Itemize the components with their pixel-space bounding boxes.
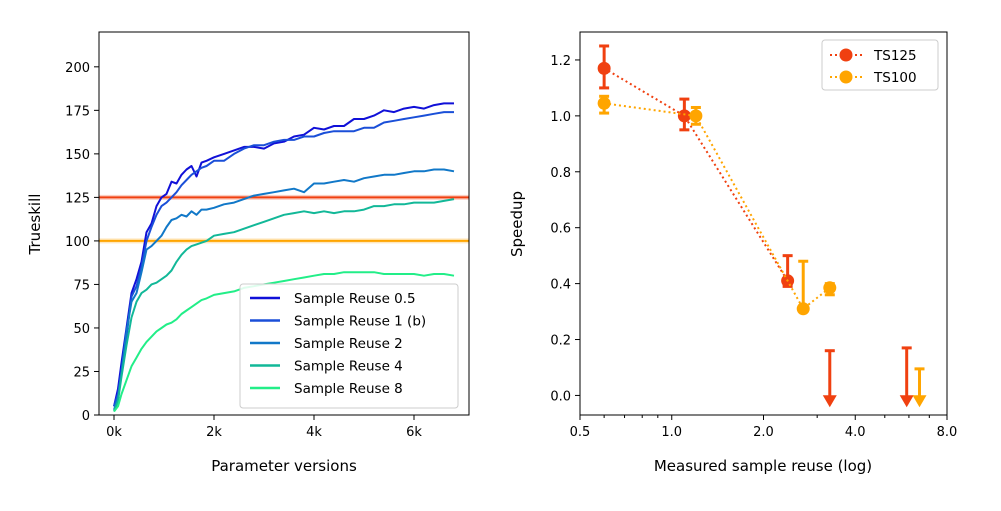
y-tick-label: 1.0 bbox=[550, 110, 571, 125]
legend-label: Sample Reuse 4 bbox=[294, 359, 403, 375]
speedup-series bbox=[597, 44, 927, 408]
trueskill-plot-frame bbox=[98, 31, 470, 416]
x-tick-label: 8.0 bbox=[937, 425, 958, 440]
y-tick-label: 0.4 bbox=[550, 278, 571, 293]
legend-swatch-marker bbox=[839, 70, 853, 84]
legend-label: TS125 bbox=[873, 48, 917, 64]
trueskill-legend: Sample Reuse 0.5 Sample Reuse 1 (b) Sample… bbox=[239, 283, 459, 409]
y-tick-label: 175 bbox=[65, 104, 90, 119]
trueskill-series bbox=[113, 102, 455, 413]
data-point-ts125 bbox=[597, 61, 611, 75]
y-tick-label: 1.2 bbox=[550, 54, 571, 69]
legend-label: Sample Reuse 2 bbox=[294, 336, 403, 352]
trueskill-chart: 0k 2k 4k 6k 0 25 50 75 100 125 150 175 200 Parameter… bbox=[26, 31, 470, 475]
legend-label: TS100 bbox=[873, 70, 917, 86]
data-point-ts100 bbox=[796, 302, 810, 316]
y-tick-label: 150 bbox=[65, 148, 90, 163]
series-line-3 bbox=[113, 168, 455, 411]
y-tick-label: 0 bbox=[82, 409, 90, 424]
speedup-ylabel: Speedup bbox=[508, 191, 526, 257]
speedup-legend: TS125 TS100 bbox=[821, 39, 939, 91]
series-line-2 bbox=[113, 111, 454, 407]
data-point-ts125 bbox=[677, 109, 691, 123]
x-tick-label: 0.5 bbox=[570, 425, 591, 440]
trueskill-legend-box bbox=[239, 283, 459, 409]
trueskill-ticks: 0k 2k 4k 6k 0 25 50 75 100 125 150 175 200 bbox=[65, 61, 422, 440]
speedup-xlabel: Measured sample reuse (log) bbox=[654, 457, 872, 475]
legend-swatch-marker bbox=[839, 48, 853, 62]
x-tick-label: 2.0 bbox=[753, 425, 774, 440]
speedup-ticks: 0.5 1.0 2.0 4.0 8.0 0.0 0.2 0.4 0.6 0.8 1.0 1.2 bbox=[550, 54, 957, 440]
series-line-ts100 bbox=[603, 102, 831, 311]
upper-limit-arrow-ts100 bbox=[912, 395, 927, 408]
x-tick-label: 1.0 bbox=[661, 425, 682, 440]
legend-label: Sample Reuse 0.5 bbox=[294, 291, 416, 307]
y-tick-label: 0.8 bbox=[550, 166, 571, 181]
speedup-plot-frame bbox=[579, 31, 948, 416]
series-line-5 bbox=[113, 271, 455, 413]
data-point-ts100 bbox=[823, 281, 837, 295]
series-line-1 bbox=[113, 102, 454, 407]
x-tick-label: 4.0 bbox=[845, 425, 866, 440]
x-tick-label: 6k bbox=[406, 425, 422, 440]
upper-limit-arrow-ts125 bbox=[822, 395, 837, 408]
y-tick-label: 200 bbox=[65, 61, 90, 76]
y-tick-label: 25 bbox=[73, 365, 90, 380]
x-tick-label: 2k bbox=[206, 425, 222, 440]
data-point-ts100 bbox=[689, 109, 703, 123]
legend-label: Sample Reuse 1 (b) bbox=[294, 314, 426, 330]
legend-label: Sample Reuse 8 bbox=[294, 381, 403, 397]
series-line-ts125 bbox=[603, 67, 789, 282]
series-line-4 bbox=[113, 198, 455, 412]
y-tick-label: 75 bbox=[73, 278, 90, 293]
y-tick-label: 125 bbox=[65, 191, 90, 206]
y-tick-label: 0.0 bbox=[550, 389, 571, 404]
upper-limit-arrow-ts125 bbox=[899, 395, 914, 408]
data-point-ts100 bbox=[597, 96, 611, 110]
trueskill-xlabel: Parameter versions bbox=[211, 457, 357, 475]
x-tick-label: 4k bbox=[306, 425, 322, 440]
y-tick-label: 0.2 bbox=[550, 334, 571, 349]
x-tick-label: 0k bbox=[106, 425, 122, 440]
speedup-chart: 0.5 1.0 2.0 4.0 8.0 0.0 0.2 0.4 0.6 0.8 1.0 1.2 Mea… bbox=[508, 31, 957, 475]
y-tick-label: 50 bbox=[73, 322, 90, 337]
trueskill-ylabel: Trueskill bbox=[26, 194, 44, 256]
y-tick-label: 0.6 bbox=[550, 222, 571, 237]
y-tick-label: 100 bbox=[65, 235, 90, 250]
